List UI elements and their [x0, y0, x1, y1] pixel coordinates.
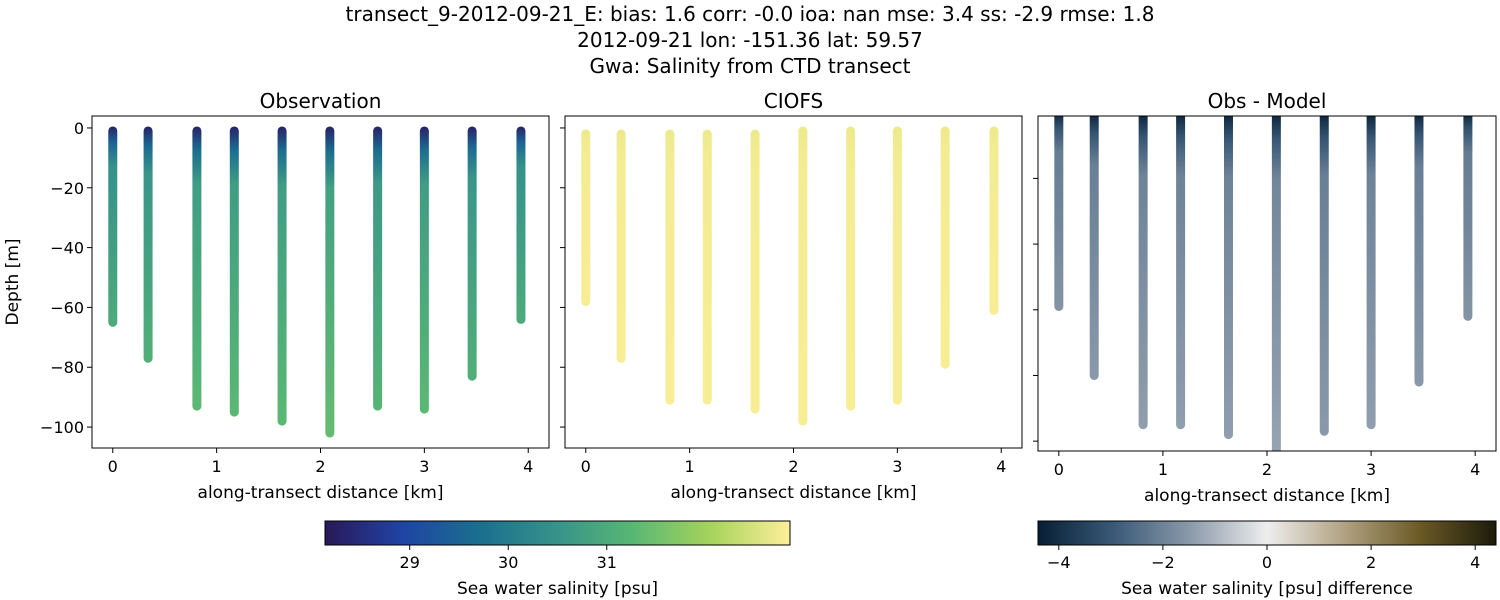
- axes-frame: [91, 115, 550, 449]
- colorbar-tick-label: 4: [1470, 553, 1480, 572]
- panel-title: Observation: [260, 89, 382, 113]
- station-profile: [940, 126, 950, 369]
- y-tick-label: −80: [50, 358, 84, 377]
- x-axis-label: along-transect distance [km]: [671, 483, 917, 503]
- colorbar-tick-label: 2: [1366, 553, 1376, 572]
- x-tick-label: 0: [108, 457, 118, 476]
- y-tick-label: −20: [50, 179, 84, 198]
- station-profile: [750, 129, 760, 414]
- station-profile: [467, 126, 477, 381]
- x-axis-label: along-transect distance [km]: [198, 483, 444, 503]
- station-profile: [616, 129, 626, 363]
- station-profile: [892, 126, 902, 405]
- x-tick-label: 0: [1054, 460, 1064, 479]
- colorbar-label: Sea water salinity [psu]: [457, 579, 658, 599]
- x-tick-label: 1: [1158, 460, 1168, 479]
- colorbar-2: −4 −2 0 2 4 Sea water salinity [psu] differen…: [1037, 520, 1497, 599]
- y-tick-label: −100: [40, 418, 84, 437]
- panel-title: CIOFS: [764, 89, 823, 113]
- station-profile: [419, 126, 429, 414]
- colorbar-tick-label: 31: [597, 553, 617, 572]
- station-profile: [1319, 116, 1329, 436]
- station-marks: [1054, 116, 1473, 451]
- figure-title-line-1: transect_9-2012-09-21_E: bias: 1.6 corr:…: [345, 2, 1155, 26]
- x-tick-label: 4: [1470, 460, 1480, 479]
- station-profile: [143, 126, 153, 363]
- station-profile: [1054, 116, 1064, 311]
- panel-1: Observation 0 1 2 3 4 along-transect distance …: [3, 89, 550, 503]
- x-tick-label: 4: [523, 457, 533, 476]
- colorbar-1: 29 30 31 Sea water salinity [psu]: [324, 520, 791, 599]
- station-marks: [581, 126, 999, 426]
- station-profile: [516, 126, 526, 324]
- y-tick-label: −60: [50, 298, 84, 317]
- axes-frame: [564, 115, 1023, 449]
- y-tick-label: −40: [50, 239, 84, 258]
- station-marks: [108, 126, 526, 438]
- x-axis-label: along-transect distance [km]: [1144, 486, 1390, 506]
- station-profile: [1463, 116, 1473, 321]
- x-tick-label: 3: [892, 457, 902, 476]
- colorbar-tick-label: 29: [400, 553, 420, 572]
- colorbar-tick-label: −4: [1047, 553, 1071, 572]
- x-tick-label: 3: [419, 457, 429, 476]
- station-profile: [192, 126, 202, 411]
- colorbar-label: Sea water salinity [psu] difference: [1121, 579, 1413, 599]
- x-tick-label: 0: [581, 457, 591, 476]
- figure-title-line-3: Gwa: Salinity from CTD transect: [589, 54, 911, 78]
- station-profile: [229, 126, 239, 417]
- x-tick-label: 2: [788, 457, 798, 476]
- colorbar-tick-label: 30: [498, 553, 518, 572]
- y-tick-label: 0: [74, 119, 84, 138]
- station-profile: [665, 129, 675, 405]
- station-profile: [1366, 116, 1376, 430]
- colorbar-tick-label: 0: [1262, 553, 1272, 572]
- x-tick-label: 1: [685, 457, 695, 476]
- panel-2: CIOFS 0 1 2 3 4 along-transect distance [km]: [560, 89, 1023, 503]
- station-profile: [1271, 116, 1281, 451]
- station-profile: [1138, 116, 1148, 430]
- x-tick-label: 2: [315, 457, 325, 476]
- figure-title-line-2: 2012-09-21 lon: -151.36 lat: 59.57: [577, 28, 923, 52]
- station-profile: [1414, 116, 1424, 387]
- colorbar-gradient: [324, 520, 791, 546]
- y-axis-label: Depth [m]: [3, 238, 23, 325]
- panel-title: Obs - Model: [1208, 89, 1327, 113]
- station-profile: [989, 126, 999, 315]
- station-profile: [846, 126, 856, 411]
- station-profile: [373, 126, 383, 411]
- panel-3: Obs - Model 0 1 2 3 4 along-transect distance …: [1033, 89, 1497, 506]
- x-tick-label: 4: [996, 457, 1006, 476]
- station-profile: [798, 126, 808, 426]
- station-profile: [581, 129, 591, 306]
- station-profile: [1223, 116, 1233, 440]
- station-profile: [702, 129, 712, 405]
- colorbar-gradient: [1037, 520, 1497, 546]
- station-profile: [1176, 116, 1186, 430]
- station-profile: [325, 126, 335, 438]
- x-tick-label: 1: [212, 457, 222, 476]
- x-tick-label: 2: [1262, 460, 1272, 479]
- x-tick-label: 3: [1366, 460, 1376, 479]
- station-profile: [1089, 116, 1099, 380]
- station-profile: [108, 126, 118, 327]
- axes-frame: [1037, 115, 1497, 452]
- colorbar-tick-label: −2: [1151, 553, 1175, 572]
- station-profile: [277, 126, 287, 426]
